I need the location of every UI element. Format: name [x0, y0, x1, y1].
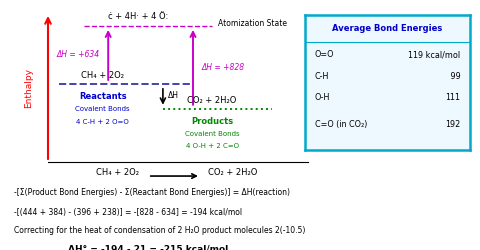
Text: ċ + 4H· + 4 Ö:: ċ + 4H· + 4 Ö: — [108, 12, 168, 21]
Text: C=O (in CO₂): C=O (in CO₂) — [315, 120, 367, 129]
Text: C-H: C-H — [315, 72, 329, 81]
Text: Reactants: Reactants — [79, 92, 127, 101]
Text: -[Σ(Product Bond Energies) - Σ(Reactant Bond Energies)] = ΔH(reaction): -[Σ(Product Bond Energies) - Σ(Reactant … — [14, 188, 290, 197]
Text: 192: 192 — [445, 120, 460, 129]
Text: Products: Products — [191, 117, 233, 126]
Text: 111: 111 — [445, 93, 460, 102]
Text: -[(444 + 384) - (396 + 238)] = -[828 - 634] = -194 kcal/mol: -[(444 + 384) - (396 + 238)] = -[828 - 6… — [14, 208, 242, 216]
Text: 99: 99 — [448, 72, 460, 81]
Text: 4 O-H + 2 C=O: 4 O-H + 2 C=O — [186, 143, 239, 149]
Text: CH₄ + 2O₂: CH₄ + 2O₂ — [96, 168, 139, 176]
Text: ΔH = +634: ΔH = +634 — [57, 50, 100, 59]
Text: Atomization State: Atomization State — [217, 20, 287, 28]
Text: ΔH = +828: ΔH = +828 — [202, 63, 245, 72]
Text: Enthalpy: Enthalpy — [24, 68, 33, 108]
Text: CO₂ + 2H₂O: CO₂ + 2H₂O — [208, 168, 257, 176]
Text: 119 kcal/mol: 119 kcal/mol — [408, 50, 460, 59]
Text: 4 C-H + 2 O=O: 4 C-H + 2 O=O — [76, 118, 129, 124]
Text: CH₄ + 2O₂: CH₄ + 2O₂ — [81, 71, 124, 80]
Text: Average Bond Energies: Average Bond Energies — [333, 24, 443, 34]
Text: Covalent Bonds: Covalent Bonds — [185, 131, 240, 137]
Text: O=O: O=O — [315, 50, 334, 59]
Text: ΔH° = -194 - 21 = -215 kcal/mol: ΔH° = -194 - 21 = -215 kcal/mol — [68, 245, 228, 250]
Text: O-H: O-H — [315, 93, 330, 102]
Text: CO₂ + 2H₂O: CO₂ + 2H₂O — [188, 96, 237, 104]
Text: Correcting for the heat of condensation of 2 H₂O product molecules 2(-10.5): Correcting for the heat of condensation … — [14, 226, 306, 235]
Text: Covalent Bonds: Covalent Bonds — [75, 106, 130, 112]
Text: ΔH: ΔH — [168, 91, 180, 100]
